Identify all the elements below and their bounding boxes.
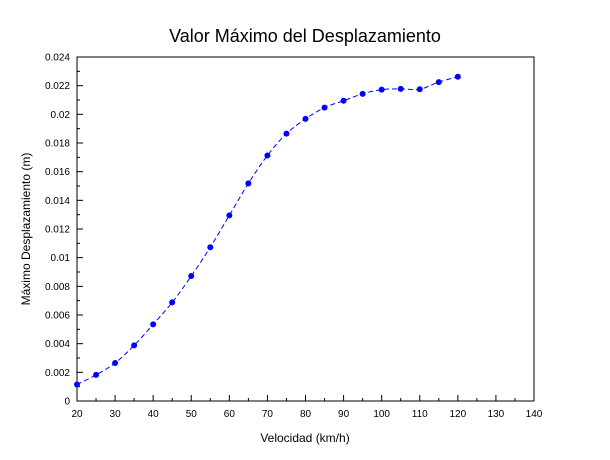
x-tick-label: 50: [186, 409, 198, 420]
data-point: [93, 371, 100, 378]
data-point: [264, 152, 271, 159]
y-tick-label: 0.008: [45, 282, 70, 293]
data-point: [340, 97, 347, 104]
y-tick-label: 0.01: [51, 253, 71, 264]
data-point: [169, 299, 176, 306]
chart-title: Valor Máximo del Desplazamiento: [169, 26, 441, 46]
y-tick-label: 0.002: [45, 368, 70, 379]
data-point: [131, 342, 138, 349]
x-tick-label: 80: [300, 409, 312, 420]
data-point: [302, 115, 309, 122]
data-point: [207, 244, 214, 251]
x-tick-label: 90: [338, 409, 350, 420]
y-tick-label: 0.006: [45, 311, 70, 322]
x-tick-label: 100: [373, 409, 390, 420]
axis-ticks: [76, 56, 535, 402]
x-tick-label: 70: [262, 409, 274, 420]
y-tick-label: 0.012: [45, 225, 70, 236]
x-tick-label: 20: [71, 409, 83, 420]
x-tick-label: 40: [148, 409, 160, 420]
x-tick-label: 130: [488, 409, 505, 420]
data-point: [321, 104, 328, 111]
data-point: [397, 85, 404, 92]
data-point: [378, 86, 385, 93]
series-line: [76, 76, 458, 385]
data-point: [150, 321, 157, 328]
y-tick-label: 0.018: [45, 139, 70, 150]
data-point: [416, 86, 423, 93]
data-point: [454, 73, 461, 80]
data-point: [226, 212, 233, 219]
data-point: [245, 180, 252, 187]
data-point: [359, 90, 366, 97]
data-point: [188, 273, 195, 280]
data-point: [435, 79, 442, 86]
axis-tick-labels: 20 30 40 50 60 70 80 90 100 110 120 130 140 0 0.002 0.0…: [45, 53, 543, 421]
x-tick-label: 110: [412, 409, 428, 420]
y-tick-label: 0.02: [51, 110, 71, 121]
y-tick-label: 0.022: [45, 81, 70, 92]
x-tick-label: 140: [526, 409, 543, 420]
y-tick-label: 0: [64, 397, 70, 408]
data-point: [112, 360, 119, 367]
data-point: [74, 381, 80, 388]
x-tick-label: 60: [224, 409, 236, 420]
y-tick-label: 0.004: [45, 339, 70, 350]
y-tick-label: 0.024: [45, 53, 70, 64]
x-axis-label: Velocidad (km/h): [260, 431, 349, 445]
x-tick-label: 30: [110, 409, 122, 420]
data-point: [283, 130, 290, 137]
x-tick-label: 120: [449, 409, 466, 420]
series-points: [74, 73, 461, 388]
y-tick-label: 0.016: [45, 167, 70, 178]
y-axis-label: Máximo Desplazamiento (m): [19, 153, 33, 306]
y-tick-label: 0.014: [45, 196, 70, 207]
